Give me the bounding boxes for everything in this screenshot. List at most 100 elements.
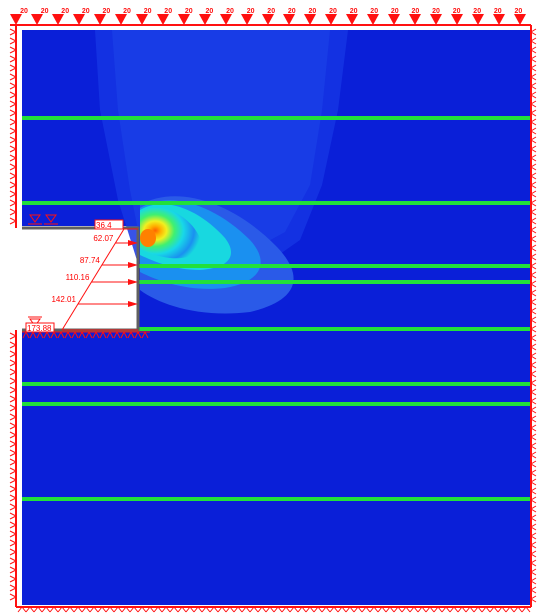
top-load-label: 20 <box>309 8 317 15</box>
pin-support-icon <box>33 606 43 613</box>
roller-support-icon <box>9 82 18 90</box>
pressure-value-label: 110.16 <box>66 273 90 282</box>
pressure-value-label: 142.01 <box>51 295 76 304</box>
pin-support-icon <box>393 606 403 613</box>
roller-support-icon <box>9 512 18 520</box>
roller-support-icon <box>9 359 18 367</box>
pin-support-icon <box>57 606 67 613</box>
roller-support-icon <box>9 172 18 180</box>
roller-support-icon <box>530 154 537 162</box>
roller-support-icon <box>530 505 537 513</box>
roller-support-icon <box>9 350 18 358</box>
roller-support-icon <box>530 370 537 378</box>
roller-support-icon <box>9 64 18 72</box>
top-load-label: 20 <box>82 8 90 15</box>
pin-support-icon <box>489 606 499 613</box>
load-arrow-icon <box>472 14 484 25</box>
pin-support-icon <box>99 330 107 339</box>
pin-support-icon <box>177 606 187 613</box>
roller-support-icon <box>9 575 18 583</box>
pin-support-icon <box>353 606 363 613</box>
pin-support-icon <box>121 606 131 613</box>
roller-support-icon <box>530 46 537 54</box>
top-load-label: 20 <box>350 8 358 15</box>
roller-support-icon <box>530 91 537 99</box>
roller-support-icon <box>9 530 18 538</box>
roller-support-icon <box>530 361 537 369</box>
roller-support-icon <box>530 433 537 441</box>
pin-support-icon <box>71 330 79 339</box>
roller-support-icon <box>9 377 18 385</box>
roller-support-icon <box>530 190 537 198</box>
roller-support-icon <box>530 415 537 423</box>
pin-support-icon <box>64 330 72 339</box>
roller-support-icon <box>530 343 537 351</box>
pin-support-icon <box>417 606 427 613</box>
roller-support-icon <box>530 127 537 135</box>
roller-support-icon <box>9 368 18 376</box>
pin-support-icon <box>97 606 107 613</box>
roller-support-icon <box>530 469 537 477</box>
roller-support-icon <box>530 334 537 342</box>
roller-support-icon <box>530 55 537 63</box>
roller-support-icon <box>9 476 18 484</box>
pin-support-icon <box>106 330 114 339</box>
pressure-arrows <box>77 240 138 307</box>
roller-support-icon <box>9 208 18 216</box>
pin-support-icon <box>153 606 163 613</box>
pressure-value-label: 36.4 <box>96 221 112 230</box>
pin-support-icon <box>329 606 339 613</box>
pin-support-icon <box>161 606 171 613</box>
pin-support-icon <box>17 606 27 613</box>
load-arrow-icon <box>136 14 148 25</box>
load-arrow-icon <box>52 14 64 25</box>
top-load-label: 20 <box>432 8 440 15</box>
pin-support-icon <box>134 330 142 339</box>
pin-support-icon <box>345 606 355 613</box>
pin-support-icon <box>513 606 523 613</box>
roller-support-icon <box>530 109 537 117</box>
top-load-label: 20 <box>494 8 502 15</box>
roller-support-icon <box>9 557 18 565</box>
pin-support-icon <box>305 606 315 613</box>
roller-support-icon <box>9 73 18 81</box>
pin-support-icon <box>50 330 58 339</box>
pin-support-icon <box>481 606 491 613</box>
pin-support-icon <box>273 606 283 613</box>
roller-support-icon <box>530 523 537 531</box>
top-load-label: 20 <box>473 8 481 15</box>
roller-support-icon <box>530 406 537 414</box>
roller-support-icon <box>530 316 537 324</box>
roller-support-icon <box>530 181 537 189</box>
pin-support-icon <box>377 606 387 613</box>
pin-support-icon <box>105 606 115 613</box>
roller-support-icon <box>530 451 537 459</box>
roller-support-icon <box>530 352 537 360</box>
load-arrow-icon <box>346 14 358 25</box>
roller-support-icon <box>530 550 537 558</box>
roller-support-icon <box>530 397 537 405</box>
pin-support-icon <box>169 606 179 613</box>
roller-support-icon <box>530 262 537 270</box>
pin-support-icon <box>65 606 75 613</box>
pin-support-icon <box>249 606 259 613</box>
pin-support-icon <box>385 606 395 613</box>
roller-support-icon <box>9 503 18 511</box>
pin-support-icon <box>409 606 419 613</box>
pin-support-icon <box>81 606 91 613</box>
roller-support-icon <box>530 388 537 396</box>
top-load-label: 20 <box>453 8 461 15</box>
pin-support-icon <box>225 606 235 613</box>
load-arrow-icon <box>430 14 442 25</box>
roller-support-icon <box>9 37 18 45</box>
pin-support-icon <box>209 606 219 613</box>
pressure-value-label: 87.74 <box>80 256 101 265</box>
pin-support-icon <box>89 606 99 613</box>
roller-support-icon <box>9 127 18 135</box>
pin-support-icon <box>73 606 83 613</box>
load-arrow-icon <box>73 14 85 25</box>
roller-support-icon <box>9 584 18 592</box>
roller-support-icon <box>530 514 537 522</box>
pin-support-icon <box>457 606 467 613</box>
